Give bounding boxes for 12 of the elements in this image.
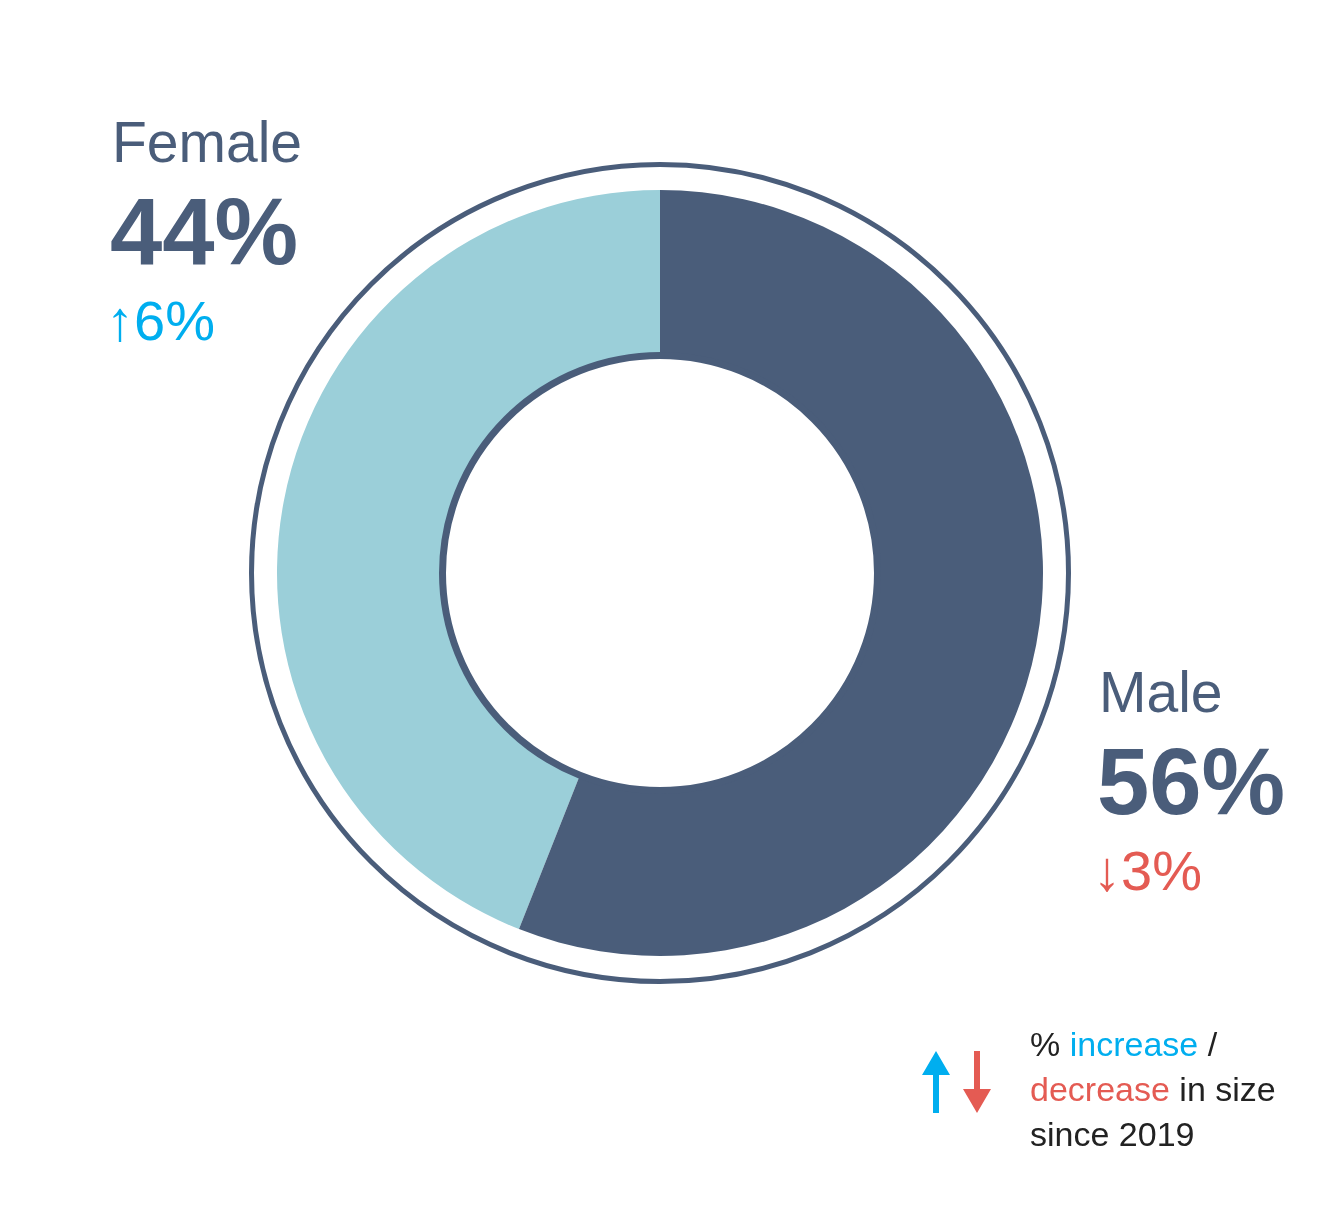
data-label: 44% xyxy=(110,179,299,284)
text: % xyxy=(1030,1024,1061,1065)
text: decrease xyxy=(1030,1069,1170,1110)
text: ↓3% xyxy=(1093,839,1202,902)
text: in size xyxy=(1179,1069,1276,1110)
data-label: 56% xyxy=(1097,729,1286,834)
text: ↑6% xyxy=(106,289,215,352)
slice-label: Female xyxy=(112,110,303,174)
text: increase xyxy=(1069,1024,1199,1065)
text: / xyxy=(1207,1024,1218,1065)
slice-label: Male xyxy=(1099,660,1223,724)
text: since 2019 xyxy=(1030,1114,1195,1155)
